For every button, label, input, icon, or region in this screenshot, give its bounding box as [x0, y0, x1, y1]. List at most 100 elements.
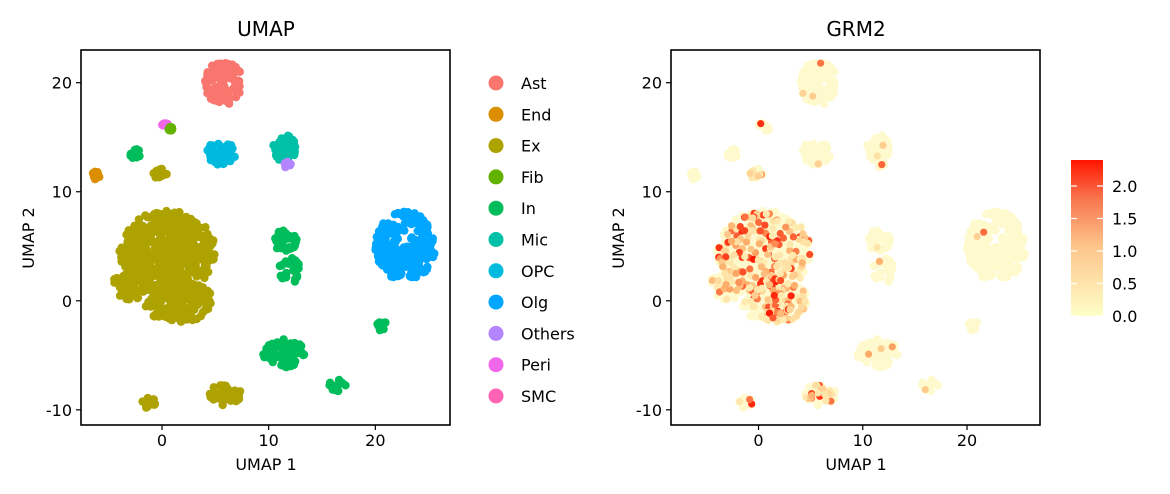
- grm2-expressing-point: [806, 250, 814, 259]
- umap-point-ex: [156, 259, 166, 269]
- umap-point-olg: [380, 238, 389, 248]
- grm2-point: [868, 234, 877, 243]
- umap-point-in: [278, 274, 287, 283]
- grm2-expressing-point: [821, 390, 829, 398]
- grm2-point: [1001, 209, 1010, 218]
- grm2-expressing-point: [757, 263, 765, 271]
- umap-point-ex: [144, 212, 153, 222]
- umap-point-ex: [136, 232, 146, 241]
- umap-point-end: [90, 174, 100, 184]
- umap-point-olg: [389, 272, 398, 282]
- grm2-expressing-point: [739, 268, 747, 276]
- umap-point-olg: [391, 237, 400, 246]
- grm2-expressing-point: [814, 389, 822, 397]
- umap-point-mic: [278, 134, 288, 144]
- legend-label-others: Others: [521, 324, 575, 343]
- umap-point-olg: [378, 222, 387, 232]
- umap-point-ex: [161, 279, 170, 288]
- grm2-point: [751, 312, 760, 321]
- grm2-point: [730, 293, 740, 302]
- grm2-expressing-point: [751, 291, 759, 299]
- grm2-point: [1011, 241, 1020, 250]
- grm2-expressing-point: [741, 252, 749, 261]
- grm2-y-tick-label: 20: [642, 74, 662, 93]
- umap-title: UMAP: [237, 17, 295, 41]
- grm2-expressing-point: [980, 228, 988, 236]
- grm2-expressing-point: [790, 281, 799, 290]
- grm2-expressing-point: [762, 210, 770, 218]
- grm2-expressing-point: [715, 244, 723, 252]
- grm2-expressing-point: [811, 381, 820, 390]
- grm2-point: [1009, 230, 1018, 240]
- grm2-point: [731, 215, 741, 224]
- umap-point-ex: [193, 232, 202, 242]
- grm2-point: [973, 258, 982, 267]
- umap-panel: UMAP 0 10 20 -10 0 10 20 UMAP 1 UMAP 2 Ast End E…: [19, 17, 575, 474]
- umap-point-olg: [418, 230, 428, 240]
- umap-point-ex: [198, 283, 208, 292]
- grm2-expressing-point: [788, 315, 797, 323]
- umap-point-ex: [164, 220, 173, 230]
- grm2-expressing-point: [755, 240, 763, 248]
- grm2-expressing-point: [865, 350, 873, 358]
- umap-point-ex: [173, 228, 182, 237]
- grm2-expressing-point: [779, 315, 787, 324]
- umap-point-ex: [205, 248, 214, 257]
- umap-point-ex: [191, 264, 200, 273]
- legend-label-smc: SMC: [521, 387, 556, 406]
- grm2-expressing-point: [777, 310, 785, 318]
- umap-point-ex: [146, 221, 156, 230]
- grm2-expressing-point: [728, 222, 736, 230]
- grm2-expressing-point: [777, 291, 786, 300]
- umap-point-ast: [218, 70, 228, 79]
- umap-point-in: [279, 335, 288, 344]
- grm2-point: [865, 145, 874, 155]
- legend-swatch-peri: [488, 357, 504, 373]
- legend-swatch-end: [488, 106, 504, 122]
- grm2-expressing-point: [747, 245, 755, 253]
- grm2-point: [761, 123, 771, 132]
- grm2-point: [883, 351, 892, 360]
- umap-point-ex: [175, 269, 184, 279]
- grm2-point: [813, 70, 823, 79]
- grm2-expressing-point: [801, 297, 809, 305]
- grm2-expressing-point: [822, 397, 830, 405]
- grm2-colorbar: 0.0 0.5 1.0 1.5 2.0: [1071, 160, 1137, 326]
- umap-y-tick-label: 0: [62, 292, 72, 311]
- umap-point-opc: [206, 152, 215, 161]
- umap-point-in: [279, 244, 288, 253]
- grm2-expressing-point: [785, 218, 793, 226]
- umap-point-olg: [415, 264, 424, 273]
- umap-y-label: UMAP 2: [19, 207, 38, 268]
- umap-point-ex: [173, 310, 183, 320]
- umap-point-ex: [185, 252, 195, 261]
- umap-point-olg: [383, 228, 392, 238]
- grm2-expressing-point: [736, 223, 744, 231]
- colorbar-tick-label: 1.0: [1112, 242, 1137, 261]
- umap-point-ex: [157, 231, 166, 240]
- umap-point-opc: [213, 160, 222, 169]
- grm2-point: [866, 152, 875, 161]
- grm2-expressing-point: [761, 314, 769, 322]
- umap-point-ex: [185, 258, 194, 268]
- grm2-point: [999, 264, 1009, 274]
- grm2-expressing-point: [776, 229, 784, 238]
- grm2-point: [824, 84, 833, 93]
- grm2-point: [885, 272, 895, 282]
- legend-label-mic: Mic: [521, 231, 548, 250]
- umap-point-ast: [216, 63, 225, 72]
- umap-point-ex: [200, 243, 209, 252]
- umap-point-ex: [158, 306, 168, 315]
- umap-point-in: [295, 345, 304, 354]
- umap-point-ex: [149, 250, 158, 259]
- legend-label-in: In: [521, 199, 536, 218]
- umap-point-olg: [408, 271, 418, 280]
- umap-point-ex: [123, 265, 132, 274]
- grm2-expressing-point: [724, 230, 732, 238]
- umap-point-ex: [117, 274, 127, 283]
- umap-point-ex: [212, 391, 221, 400]
- umap-point-ex: [151, 209, 161, 218]
- umap-point-ex: [154, 299, 163, 308]
- grm2-point: [771, 208, 780, 217]
- grm2-point: [1007, 252, 1016, 261]
